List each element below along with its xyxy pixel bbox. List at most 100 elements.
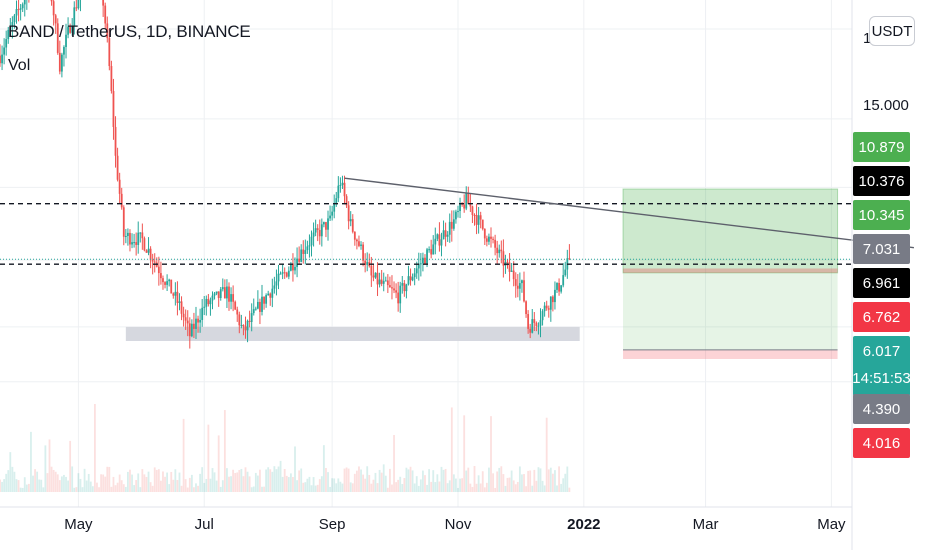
candle-body xyxy=(294,266,296,271)
volume-bar xyxy=(461,478,464,492)
volume-bar xyxy=(124,486,127,492)
candle-body xyxy=(160,273,162,279)
candle-body xyxy=(521,280,523,284)
volume-bar xyxy=(407,469,410,492)
candle-body xyxy=(281,272,284,274)
volume-bar xyxy=(40,479,43,492)
volume-bar xyxy=(564,473,567,492)
volume-bar xyxy=(494,487,497,492)
candle-body xyxy=(374,272,377,278)
time-axis-label: May xyxy=(817,516,846,533)
candle-body xyxy=(164,282,166,285)
volume-bar xyxy=(283,468,286,492)
candle-body xyxy=(73,7,76,26)
candle-body xyxy=(269,293,272,298)
volume-bar xyxy=(102,474,105,492)
volume-bar xyxy=(419,479,422,492)
volume-bar xyxy=(428,469,431,492)
volume-bar xyxy=(415,476,418,492)
volume-bar xyxy=(401,483,404,492)
volume-bar xyxy=(71,466,74,492)
volume-bar xyxy=(207,424,210,492)
volume-bar xyxy=(521,474,523,492)
candle-body xyxy=(275,281,278,286)
volume-bar xyxy=(77,473,80,492)
volume-bar xyxy=(382,464,385,492)
volume-bar xyxy=(533,469,536,492)
volume-bar xyxy=(566,466,569,492)
volume-bar xyxy=(298,470,301,492)
volume-indicator-label[interactable]: Vol xyxy=(8,57,31,74)
currency-unit-button[interactable]: USDT xyxy=(869,16,915,46)
candle-body xyxy=(547,308,550,310)
volume-bar xyxy=(19,487,22,492)
time-axis[interactable]: May Jul Sep Nov 2022 Mar May xyxy=(64,516,846,533)
volume-bar xyxy=(3,479,6,492)
candle-body xyxy=(564,269,567,276)
volume-bar xyxy=(294,446,296,492)
volume-bar xyxy=(32,475,34,492)
candle-body xyxy=(531,319,534,333)
candle-body xyxy=(382,281,385,284)
drawing-lines[interactable] xyxy=(0,177,914,265)
candle-body xyxy=(219,289,222,299)
time-axis-label: Sep xyxy=(319,516,346,533)
volume-bar xyxy=(358,466,360,492)
volume-bar xyxy=(292,477,294,492)
time-axis-label: Mar xyxy=(693,516,719,533)
volume-bar xyxy=(267,467,270,492)
candle-body xyxy=(221,287,224,290)
candle-body xyxy=(7,29,10,40)
candle-body xyxy=(310,236,313,246)
volume-bar xyxy=(436,474,439,492)
candle-body xyxy=(543,305,546,312)
candle-body xyxy=(145,250,148,253)
volume-bar xyxy=(314,485,317,492)
volume-bar xyxy=(114,485,117,492)
candle-body xyxy=(240,324,243,326)
volume-bar xyxy=(422,470,424,492)
time-axis-label: Nov xyxy=(445,516,472,533)
candle-body xyxy=(114,126,117,156)
drawing-zones[interactable] xyxy=(125,188,839,359)
volume-bar xyxy=(281,476,284,492)
volume-bar xyxy=(120,480,123,492)
candle-body xyxy=(403,283,406,292)
candle-body xyxy=(345,196,348,206)
volume-bar xyxy=(477,475,480,492)
volume-bar xyxy=(221,480,224,492)
volume-bar xyxy=(263,486,265,492)
volume-bar xyxy=(558,466,560,492)
volume-bar xyxy=(60,476,63,492)
candle-body xyxy=(556,282,558,290)
candle-body xyxy=(510,270,513,272)
volume-bar xyxy=(539,468,542,492)
candle-body xyxy=(11,22,14,27)
candle-body xyxy=(104,5,107,24)
candle-body xyxy=(166,281,169,285)
candle-body xyxy=(551,296,554,303)
candle-body xyxy=(279,273,282,275)
volume-bar xyxy=(351,483,354,492)
volume-bar xyxy=(236,472,239,492)
candle-body xyxy=(110,66,113,92)
candle-body xyxy=(17,9,20,11)
candle-body xyxy=(500,249,503,252)
volume-bar xyxy=(106,466,109,492)
volume-bar xyxy=(316,484,319,492)
volume-bar xyxy=(122,484,125,492)
price-badge xyxy=(853,200,910,230)
symbol-title[interactable]: BAND / TetherUS, 1D, BINANCE xyxy=(8,22,251,41)
candle-body xyxy=(483,228,486,239)
volume-bar xyxy=(426,484,428,492)
volume-bar xyxy=(172,479,175,492)
volume-bar xyxy=(457,487,459,492)
candle-body xyxy=(444,230,447,237)
candle-body xyxy=(525,301,527,315)
candle-body xyxy=(467,192,470,205)
volume-bar xyxy=(34,469,36,492)
price-badge-label: 10.345 xyxy=(859,207,905,224)
volume-bar xyxy=(554,470,556,492)
candle-body xyxy=(170,279,173,294)
